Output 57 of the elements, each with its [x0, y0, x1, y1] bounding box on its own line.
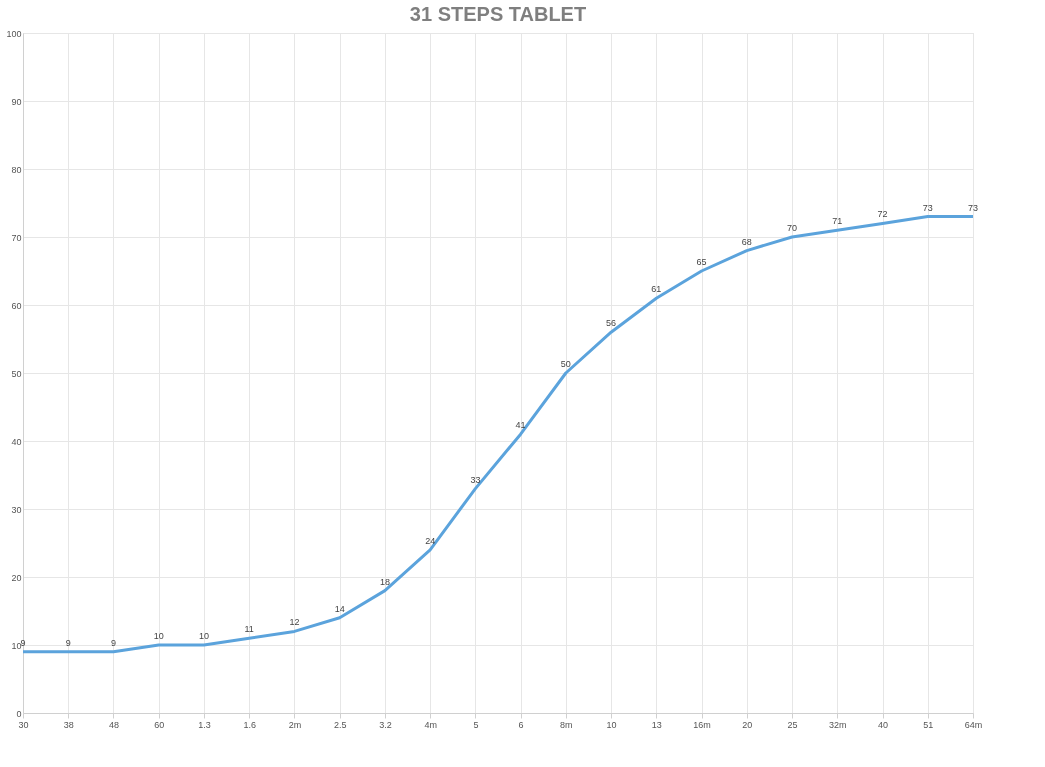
data-label: 72 — [877, 209, 888, 220]
x-tick-label: 30 — [18, 719, 29, 730]
y-tick-label: 10 — [11, 640, 22, 651]
y-tick-label: 70 — [11, 232, 22, 243]
data-label: 33 — [470, 474, 481, 485]
x-tick-label: 20 — [742, 719, 753, 730]
x-tick-label: 48 — [108, 719, 119, 730]
y-tick-label: 100 — [6, 28, 22, 39]
data-label: 73 — [922, 202, 933, 213]
data-label: 14 — [334, 603, 345, 614]
x-tick-label: 1.6 — [243, 719, 256, 730]
data-label: 9 — [110, 637, 116, 648]
x-tick-label: 2m — [288, 719, 302, 730]
data-label: 9 — [65, 637, 71, 648]
data-label: 24 — [425, 535, 436, 546]
data-label: 41 — [515, 420, 526, 431]
data-label: 12 — [289, 617, 300, 628]
data-label: 56 — [606, 318, 617, 329]
data-label: 73 — [967, 202, 979, 213]
x-tick-label: 60 — [154, 719, 165, 730]
data-label: 61 — [651, 284, 662, 295]
y-tick-label: 30 — [11, 504, 22, 515]
x-tick-label: 16m — [693, 719, 711, 730]
x-tick-label: 2.5 — [333, 719, 347, 730]
data-label: 9 — [20, 637, 26, 648]
line-series — [21, 215, 975, 654]
data-label: 10 — [153, 631, 164, 641]
data-label: 68 — [741, 236, 752, 247]
y-tick-label: 80 — [11, 164, 22, 175]
x-tick-label: 13 — [651, 719, 662, 730]
x-tick-label: 3.2 — [379, 719, 392, 730]
y-tick-label: 40 — [11, 436, 22, 447]
y-tick-label: 60 — [11, 300, 22, 311]
x-tick-label: 64m — [964, 719, 983, 730]
x-tick-label: 32m — [829, 719, 847, 730]
data-label: 71 — [832, 216, 843, 227]
y-tick-label: 90 — [11, 96, 22, 107]
x-tick-label: 1.3 — [198, 719, 211, 730]
data-label: 70 — [787, 223, 798, 233]
y-tick-label: 0 — [16, 708, 22, 719]
data-label: 11 — [244, 624, 254, 635]
y-tick-label: 20 — [11, 572, 22, 583]
x-tick-label: 5 — [473, 719, 479, 730]
x-tick-label: 4m — [424, 719, 437, 730]
x-tick-label: 25 — [787, 719, 798, 730]
x-tick-label: 51 — [923, 719, 934, 730]
data-label: 18 — [379, 576, 390, 587]
x-tick-label: 38 — [63, 719, 74, 730]
data-label: 65 — [696, 257, 707, 267]
data-label: 10 — [198, 631, 209, 641]
data-label: 50 — [560, 359, 571, 369]
x-tick-label: 40 — [878, 719, 889, 730]
x-tick-label: 8m — [560, 719, 573, 730]
x-tick-label: 10 — [606, 719, 617, 730]
chart-title: 31 STEPS TABLET — [409, 3, 587, 25]
y-tick-label: 50 — [11, 368, 22, 379]
x-tick-label: 6 — [518, 719, 524, 730]
